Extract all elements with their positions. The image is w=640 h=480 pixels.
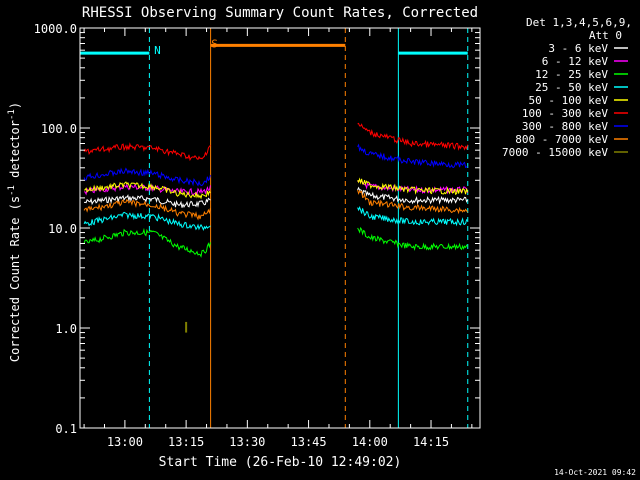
legend-header-line1: Det 1,3,4,5,6,9, xyxy=(526,16,632,29)
series-3-6kev xyxy=(84,186,469,209)
series-6-12kev xyxy=(84,179,469,196)
y-tick-label: 0.1 xyxy=(55,422,77,436)
legend-entry-label: 3 - 6 keV xyxy=(548,42,608,55)
axes: 0.1 1.0 10.0 100.0 1000.0 13:00 13:15 13:30 13:4… xyxy=(34,22,481,449)
x-tick-label: 13:30 xyxy=(229,435,265,449)
series-group xyxy=(83,122,469,333)
y-tick-label: 10.0 xyxy=(48,222,77,236)
legend-entry-label: 12 - 25 keV xyxy=(535,68,608,81)
flag-label-n: N xyxy=(154,44,161,57)
series-25-50kev xyxy=(83,206,468,232)
y-tick-label: 1.0 xyxy=(55,322,77,336)
x-tick-label: 13:00 xyxy=(107,435,143,449)
y-axis-label-part3: ) xyxy=(8,102,22,109)
x-axis-label: Start Time (26-Feb-10 12:49:02) xyxy=(159,455,402,470)
series-50-100kev xyxy=(84,177,469,200)
legend-entry-label: 100 - 300 keV xyxy=(522,107,608,120)
legend-entry-label: 800 - 7000 keV xyxy=(515,133,608,146)
series-100-300kev xyxy=(83,122,469,162)
flag-label-s: S xyxy=(211,37,218,50)
x-tick-label: 13:15 xyxy=(168,435,204,449)
plot-frame xyxy=(79,27,481,429)
y-axis-label-sup1: -1 xyxy=(7,185,17,196)
footer-date: 14-Oct-2021 09:42 xyxy=(554,468,636,477)
plot-area: NS xyxy=(79,28,469,428)
series-300-800kev xyxy=(83,143,468,187)
y-axis-label-part1: Corrected Count Rate (s xyxy=(8,196,22,362)
y-tick-label: 1000.0 xyxy=(34,22,77,36)
legend-entry-label: 7000 - 15000 keV xyxy=(502,146,608,159)
y-axis-label-sup2: -1 xyxy=(7,109,17,120)
x-tick-label: 14:15 xyxy=(413,435,449,449)
series-800-7000kev xyxy=(83,189,469,221)
series-12-25kev xyxy=(83,226,468,258)
x-tick-label: 13:45 xyxy=(291,435,327,449)
x-tick-label: 14:00 xyxy=(352,435,388,449)
legend-header-line2: Att 0 xyxy=(589,29,622,42)
legend-entry-label: 6 - 12 keV xyxy=(542,55,609,68)
chart-title: RHESSI Observing Summary Count Rates, Co… xyxy=(82,5,478,21)
svg-text:Corrected Count Rate (s-1 dete: Corrected Count Rate (s-1 detector-1) xyxy=(7,102,22,362)
y-tick-label: 100.0 xyxy=(41,122,77,136)
y-axis-label: Corrected Count Rate (s-1 detector-1) xyxy=(7,102,22,362)
legend-entry-label: 300 - 800 keV xyxy=(522,120,608,133)
legend-entry-label: 50 - 100 keV xyxy=(529,94,609,107)
y-axis-label-part2: detector xyxy=(8,120,22,185)
legend-entry-label: 25 - 50 keV xyxy=(535,81,608,94)
